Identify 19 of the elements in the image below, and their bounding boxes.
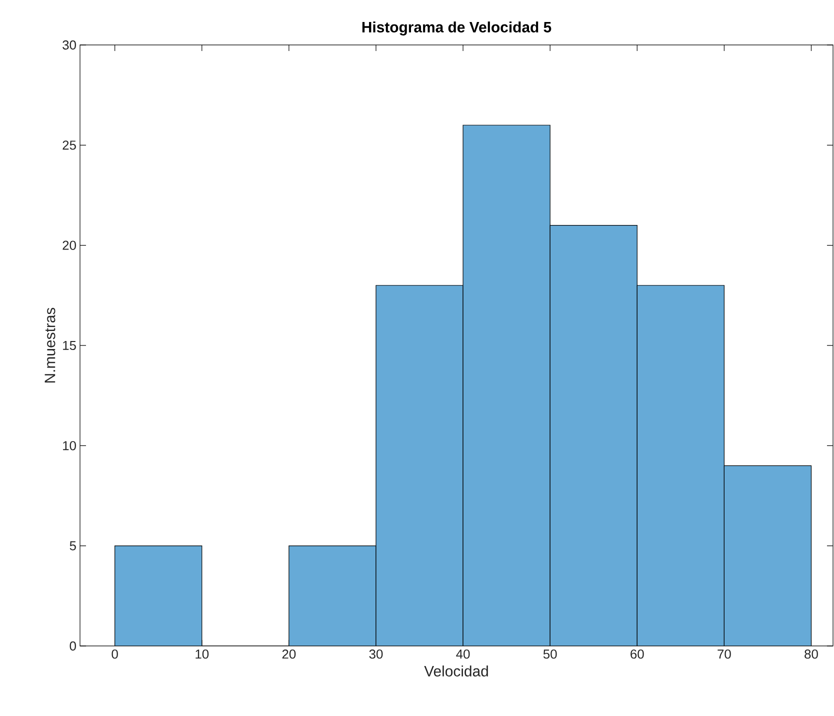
y-axis-title: N.muestras: [44, 308, 56, 382]
y-tick-label: 5: [70, 541, 76, 550]
x-tick-label: 50: [543, 650, 557, 659]
x-tick-label: 20: [282, 650, 296, 659]
y-tick-label: 30: [62, 40, 76, 50]
x-tick-label: 40: [456, 650, 470, 659]
y-tick-label: 15: [63, 340, 76, 350]
y-tick-label: 0: [70, 641, 76, 651]
chart-title: Histograma de Velocidad 5: [362, 21, 552, 36]
x-tick-label: 30: [369, 650, 383, 659]
x-tick-label: 80: [804, 650, 818, 659]
x-tick-label: 60: [630, 650, 644, 659]
x-axis-title: Velocidad: [424, 666, 488, 676]
y-tick-label: 25: [62, 140, 76, 150]
x-tick-label: 10: [196, 650, 209, 659]
x-tick-label: 0: [112, 650, 118, 659]
y-tick-label: 20: [62, 240, 76, 250]
y-tick-label: 10: [63, 441, 76, 450]
x-tick-label: 70: [718, 650, 731, 659]
